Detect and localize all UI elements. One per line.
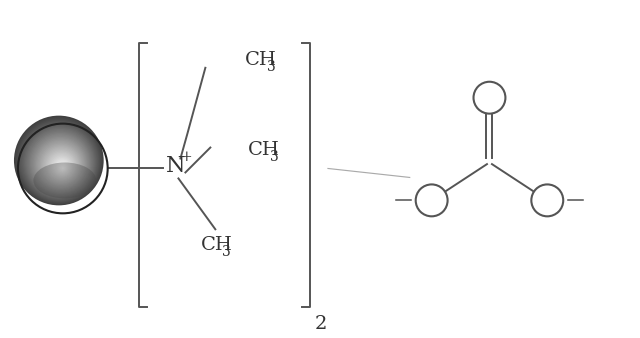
Ellipse shape — [53, 158, 71, 176]
Ellipse shape — [40, 143, 82, 186]
Text: 3: 3 — [222, 245, 231, 259]
Ellipse shape — [44, 147, 79, 183]
Text: CH: CH — [245, 51, 277, 69]
Ellipse shape — [49, 154, 74, 178]
Ellipse shape — [54, 159, 70, 175]
Circle shape — [474, 82, 506, 114]
Ellipse shape — [51, 155, 73, 178]
Ellipse shape — [31, 134, 90, 192]
Ellipse shape — [18, 120, 100, 202]
Ellipse shape — [14, 116, 104, 206]
Ellipse shape — [47, 151, 76, 180]
Ellipse shape — [28, 130, 92, 195]
Ellipse shape — [35, 138, 86, 190]
Ellipse shape — [32, 136, 88, 192]
Ellipse shape — [45, 150, 77, 182]
Ellipse shape — [26, 129, 93, 196]
Text: 3: 3 — [267, 60, 276, 74]
Text: +: + — [180, 149, 192, 164]
Ellipse shape — [24, 126, 95, 198]
Text: CH: CH — [248, 141, 280, 159]
Ellipse shape — [42, 146, 80, 184]
Circle shape — [416, 185, 447, 216]
Ellipse shape — [21, 124, 97, 200]
Ellipse shape — [37, 141, 84, 188]
Text: N: N — [166, 155, 185, 177]
Ellipse shape — [36, 139, 85, 189]
Ellipse shape — [61, 167, 64, 169]
Ellipse shape — [52, 156, 72, 177]
Ellipse shape — [19, 121, 100, 202]
Ellipse shape — [59, 165, 66, 171]
Ellipse shape — [33, 137, 87, 191]
Ellipse shape — [30, 133, 90, 193]
Ellipse shape — [25, 127, 95, 197]
Ellipse shape — [45, 149, 78, 182]
Text: 3: 3 — [270, 149, 279, 164]
Ellipse shape — [15, 117, 102, 204]
Ellipse shape — [33, 163, 96, 198]
Ellipse shape — [29, 131, 92, 194]
Ellipse shape — [17, 118, 102, 203]
Ellipse shape — [38, 142, 83, 187]
Text: 2: 2 — [315, 315, 328, 333]
Ellipse shape — [57, 162, 68, 173]
Ellipse shape — [60, 166, 65, 170]
Ellipse shape — [41, 145, 81, 185]
Ellipse shape — [56, 161, 69, 174]
Ellipse shape — [48, 153, 75, 179]
Circle shape — [531, 185, 563, 216]
Ellipse shape — [22, 125, 97, 199]
Ellipse shape — [20, 122, 99, 201]
Ellipse shape — [58, 163, 67, 172]
Text: CH: CH — [200, 236, 232, 254]
